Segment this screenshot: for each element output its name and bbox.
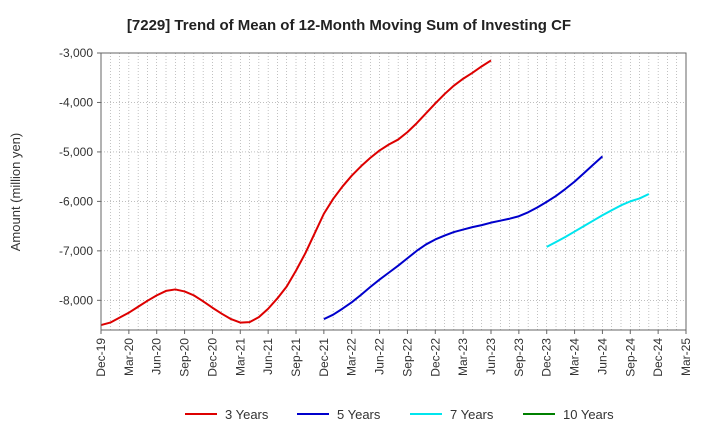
series-line-7-years [546, 193, 650, 248]
legend-label: 7 Years [450, 407, 494, 422]
series-line-5-years [323, 155, 604, 321]
series-lines [100, 59, 650, 327]
x-tick-label: Sep-20 [178, 338, 192, 377]
x-tick-label: Mar-21 [233, 338, 247, 376]
series-line-3-years [100, 59, 492, 327]
legend-label: 10 Years [563, 407, 614, 422]
x-tick-label: Sep-24 [623, 338, 637, 377]
x-tick-label: Mar-20 [122, 338, 136, 376]
x-tick-label: Mar-25 [679, 338, 693, 376]
x-tick-label: Jun-22 [373, 338, 387, 375]
y-tick-label: -4,000 [59, 95, 93, 109]
x-tick-label: Dec-19 [94, 338, 108, 377]
x-tick-label: Dec-20 [205, 338, 219, 377]
y-tick-label: -7,000 [59, 244, 93, 258]
x-tick-label: Mar-24 [568, 338, 582, 376]
grid [101, 52, 686, 330]
y-axis-label: Amount (million yen) [8, 133, 23, 252]
y-tick-label: -6,000 [59, 194, 93, 208]
x-tick-label: Sep-21 [289, 338, 303, 377]
chart-title: [7229] Trend of Mean of 12-Month Moving … [127, 17, 571, 34]
plot-frame [100, 52, 687, 331]
x-axis-ticks: Dec-19 Mar-20 Jun-20 Sep-20 Dec-20 Mar-21 Jun-… [94, 330, 693, 377]
y-tick-label: -3,000 [59, 46, 93, 60]
x-tick-label: Jun-23 [484, 338, 498, 375]
legend-label: 5 Years [337, 407, 381, 422]
x-tick-label: Jun-24 [595, 338, 609, 375]
legend-label: 3 Years [225, 407, 269, 422]
y-tick-label: -5,000 [59, 145, 93, 159]
x-tick-label: Sep-22 [400, 338, 414, 377]
y-axis-ticks: -3,000 -4,000 -5,000 -6,000 -7,000 -8,000 [59, 46, 101, 307]
x-tick-label: Jun-21 [261, 338, 275, 375]
x-tick-label: Jun-20 [150, 338, 164, 375]
legend: 3 Years 5 Years 7 Years 10 Years [185, 407, 614, 422]
x-tick-label: Sep-23 [512, 338, 526, 377]
x-tick-label: Dec-21 [317, 338, 331, 377]
x-tick-label: Mar-22 [345, 338, 359, 376]
y-tick-label: -8,000 [59, 293, 93, 307]
x-tick-label: Dec-22 [428, 338, 442, 377]
x-tick-label: Dec-24 [651, 338, 665, 377]
x-tick-label: Mar-23 [456, 338, 470, 376]
x-tick-label: Dec-23 [540, 338, 554, 377]
